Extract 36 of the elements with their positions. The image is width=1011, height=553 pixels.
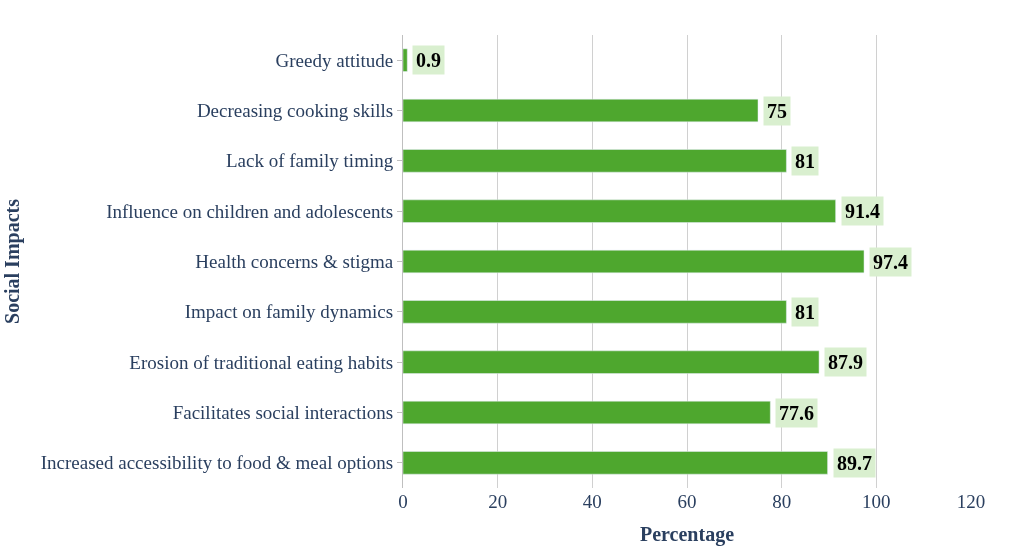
data-label: 81 bbox=[795, 150, 815, 172]
y-tick-label: Health concerns & stigma bbox=[195, 251, 394, 273]
y-tick-label: Impact on family dynamics bbox=[184, 301, 394, 323]
data-label: 0.9 bbox=[416, 49, 441, 71]
x-tick-label: 60 bbox=[677, 491, 697, 512]
x-tick-label: 20 bbox=[488, 491, 508, 512]
data-label: 87.9 bbox=[828, 351, 863, 373]
data-label: 75 bbox=[767, 100, 787, 122]
data-label: 89.7 bbox=[837, 452, 872, 474]
bar bbox=[403, 400, 771, 425]
data-label: 91.4 bbox=[845, 200, 880, 222]
y-tick-label: Facilitates social interactions bbox=[172, 402, 394, 424]
bar bbox=[403, 300, 787, 324]
y-axis-title: Social Impacts bbox=[1, 198, 25, 324]
y-tick-label: Lack of family timing bbox=[225, 150, 394, 172]
x-axis-title: Percentage bbox=[639, 522, 735, 546]
x-tick-label: 100 bbox=[862, 491, 891, 512]
bar bbox=[403, 350, 820, 374]
data-label: 81 bbox=[795, 301, 815, 323]
bar bbox=[403, 98, 759, 123]
x-tick-label: 120 bbox=[956, 491, 986, 512]
y-tick-label: Influence on children and adolescents bbox=[106, 200, 394, 222]
bar bbox=[403, 48, 408, 72]
y-tick-label: Increased accessibility to food & meal options bbox=[40, 452, 394, 474]
data-label: 77.6 bbox=[779, 402, 814, 424]
y-tick-label: Erosion of traditional eating habits bbox=[129, 351, 394, 373]
bar bbox=[403, 199, 836, 223]
bar bbox=[403, 451, 828, 475]
data-label: 97.4 bbox=[873, 251, 908, 273]
y-tick-label: Decreasing cooking skills bbox=[196, 100, 394, 122]
x-tick-label: 40 bbox=[582, 491, 602, 512]
x-tick-label: 0 bbox=[398, 491, 408, 512]
x-tick-label: 80 bbox=[772, 491, 792, 512]
bar bbox=[403, 149, 787, 173]
y-tick-label: Greedy attitude bbox=[275, 49, 394, 71]
bar bbox=[403, 249, 865, 274]
